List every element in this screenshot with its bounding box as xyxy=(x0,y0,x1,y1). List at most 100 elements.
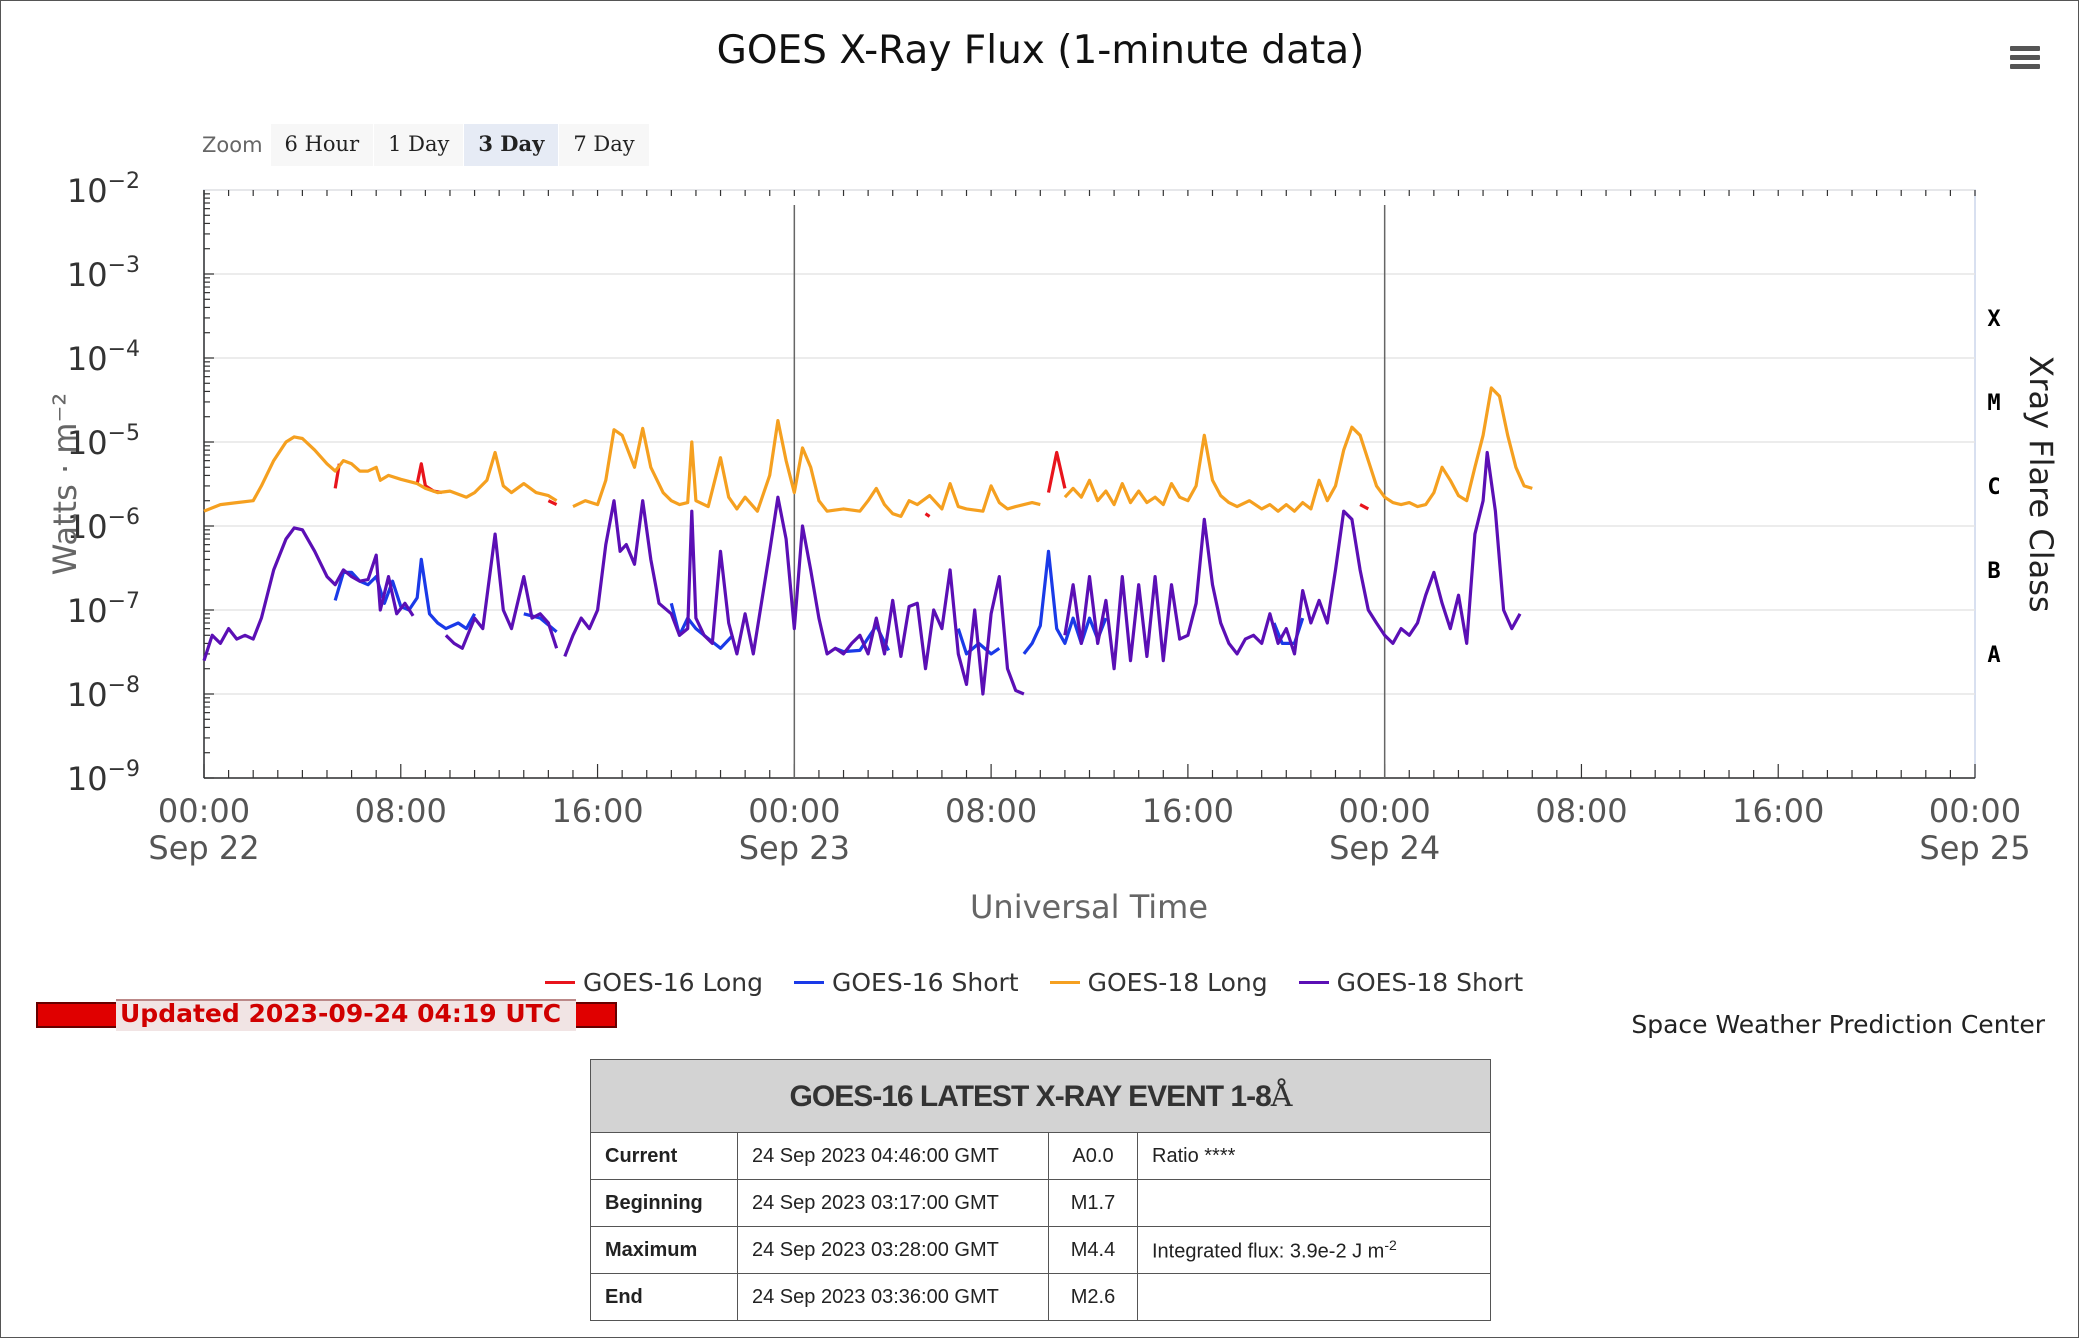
table-row: Beginning 24 Sep 2023 03:17:00 GMT M1.7 xyxy=(590,1179,1491,1227)
row-note xyxy=(1137,1273,1491,1321)
y-tick-exponent: −5 xyxy=(108,421,140,446)
chart-legend: GOES-16 Long GOES-16 Short GOES-18 Long … xyxy=(545,968,1554,997)
row-time: 24 Sep 2023 03:17:00 GMT xyxy=(737,1179,1049,1227)
row-note-sup: -2 xyxy=(1384,1236,1397,1253)
y2-axis-title: Xray Flare Class xyxy=(2022,355,2060,612)
series-line-goes-16-short[interactable] xyxy=(1022,549,1108,655)
x-tick-label: 00:00 xyxy=(1929,792,2021,830)
x-tick-date: Sep 23 xyxy=(739,829,850,867)
hamburger-menu-icon[interactable] xyxy=(2010,46,2040,70)
flare-class-label: A xyxy=(1987,643,2000,668)
x-tick-label: 08:00 xyxy=(945,792,1037,830)
updated-bar-inner xyxy=(116,999,576,1031)
chart-title: GOES X-Ray Flux (1-minute data) xyxy=(716,28,1365,73)
y-tick-label: 10−9 xyxy=(67,757,140,798)
series-line-goes-18-long[interactable] xyxy=(572,419,1041,518)
x-tick-label: 00:00 xyxy=(1339,792,1431,830)
y-tick-exponent: −2 xyxy=(108,169,140,194)
series-line-goes-16-long[interactable] xyxy=(1046,450,1067,493)
legend-swatch xyxy=(1049,981,1080,984)
table-row: Maximum 24 Sep 2023 03:28:00 GMT M4.4 In… xyxy=(590,1226,1491,1274)
flare-class-label: M xyxy=(1987,391,2000,416)
y-tick-exponent: −7 xyxy=(108,589,140,614)
row-label: Current xyxy=(590,1132,738,1180)
x-tick-date: Sep 25 xyxy=(1919,829,2030,867)
x-tick-date: Sep 24 xyxy=(1329,829,1440,867)
updated-banner: Updated 2023-09-24 04:19 UTC xyxy=(36,999,617,1031)
row-class: M2.6 xyxy=(1048,1273,1138,1321)
series-line-goes-18-long[interactable] xyxy=(1063,386,1533,513)
x-tick-label: 08:00 xyxy=(355,792,447,830)
y-axis-title: Watts · m⁻² xyxy=(46,393,84,575)
row-time: 24 Sep 2023 03:36:00 GMT xyxy=(737,1273,1049,1321)
row-class: M1.7 xyxy=(1048,1179,1138,1227)
row-note-text: Ratio **** xyxy=(1152,1144,1236,1167)
legend-label: GOES-16 Short xyxy=(832,968,1019,997)
credit-text: Space Weather Prediction Center xyxy=(1631,1010,2045,1039)
legend-swatch xyxy=(794,981,824,984)
x-tick-label: 00:00 xyxy=(748,792,840,830)
legend-swatch xyxy=(1298,981,1329,984)
x-tick-label: 00:00 xyxy=(158,792,250,830)
table-row: Current 24 Sep 2023 04:46:00 GMT A0.0 Ra… xyxy=(590,1132,1491,1180)
row-class: A0.0 xyxy=(1048,1132,1138,1180)
row-label: End xyxy=(590,1273,738,1321)
updated-timestamp: Updated 2023-09-24 04:19 UTC xyxy=(120,999,562,1028)
legend-item-goes16-long[interactable]: GOES-16 Long xyxy=(545,968,763,997)
series-line-goes-16-long[interactable] xyxy=(1359,503,1370,511)
legend-label: GOES-18 Short xyxy=(1336,968,1524,997)
y-tick-exponent: −6 xyxy=(108,505,140,530)
flare-class-label: C xyxy=(1987,475,2000,500)
zoom-3-day-button[interactable]: 3 Day xyxy=(464,124,559,166)
legend-swatch xyxy=(545,981,575,984)
series-line-goes-18-short[interactable] xyxy=(444,532,559,650)
x-tick-label: 08:00 xyxy=(1535,792,1627,830)
legend-label: GOES-18 Long xyxy=(1087,968,1268,997)
series-line-goes-18-short[interactable] xyxy=(1063,450,1522,671)
zoom-6-hour-button[interactable]: 6 Hour xyxy=(270,124,374,166)
xray-flux-chart[interactable]: 10−210−310−410−510−610−710−810−900:00Sep… xyxy=(0,0,2081,940)
y-tick-label: 10−4 xyxy=(67,337,140,378)
event-table-title-text: GOES-16 LATEST X-RAY EVENT 1-8 xyxy=(789,1079,1272,1113)
row-time: 24 Sep 2023 03:28:00 GMT xyxy=(737,1226,1049,1274)
x-tick-label: 16:00 xyxy=(1142,792,1234,830)
y-tick-exponent: −4 xyxy=(108,337,140,362)
event-table-title: GOES-16 LATEST X-RAY EVENT 1-8Å xyxy=(590,1059,1491,1133)
x-axis-title: Universal Time xyxy=(970,888,1208,926)
series-line-goes-18-short[interactable] xyxy=(202,526,415,662)
row-class: M4.4 xyxy=(1048,1226,1138,1274)
legend-label: GOES-16 Long xyxy=(583,968,763,997)
y-tick-exponent: −3 xyxy=(108,253,140,278)
row-label: Beginning xyxy=(590,1179,738,1227)
y-tick-label: 10−7 xyxy=(67,589,140,630)
x-tick-label: 16:00 xyxy=(1732,792,1824,830)
zoom-7-day-button[interactable]: 7 Day xyxy=(559,124,649,166)
x-tick-date: Sep 22 xyxy=(148,829,259,867)
row-time: 24 Sep 2023 04:46:00 GMT xyxy=(737,1132,1049,1180)
series-line-goes-16-long[interactable] xyxy=(547,499,558,507)
legend-item-goes16-short[interactable]: GOES-16 Short xyxy=(794,968,1019,997)
zoom-selector: Zoom 6 Hour 1 Day 3 Day 7 Day xyxy=(202,124,650,166)
y-tick-exponent: −8 xyxy=(108,673,140,698)
angstrom-unit: Å xyxy=(1270,1078,1293,1114)
row-note: Integrated flux: 3.9e-2 J m-2 xyxy=(1137,1226,1491,1274)
series-line-goes-18-long[interactable] xyxy=(203,435,558,513)
y-tick-exponent: −9 xyxy=(108,757,140,782)
y-tick-label: 10−3 xyxy=(67,253,140,294)
zoom-1-day-button[interactable]: 1 Day xyxy=(374,124,464,166)
legend-item-goes18-long[interactable]: GOES-18 Long xyxy=(1049,968,1268,997)
y-tick-label: 10−2 xyxy=(67,169,140,210)
series-line-goes-18-short[interactable] xyxy=(563,495,1025,696)
flare-class-label: X xyxy=(1987,307,2000,332)
series-line-goes-16-long[interactable] xyxy=(924,512,931,518)
series-line-goes-16-short[interactable] xyxy=(333,557,476,631)
row-label: Maximum xyxy=(590,1226,738,1274)
row-note: Ratio **** xyxy=(1137,1132,1491,1180)
y-tick-label: 10−8 xyxy=(67,673,140,714)
row-note xyxy=(1137,1179,1491,1227)
x-tick-label: 16:00 xyxy=(551,792,643,830)
table-row: End 24 Sep 2023 03:36:00 GMT M2.6 xyxy=(590,1273,1491,1321)
legend-item-goes18-short[interactable]: GOES-18 Short xyxy=(1298,968,1524,997)
latest-xray-event-table: GOES-16 LATEST X-RAY EVENT 1-8Å Current … xyxy=(590,1059,1491,1321)
